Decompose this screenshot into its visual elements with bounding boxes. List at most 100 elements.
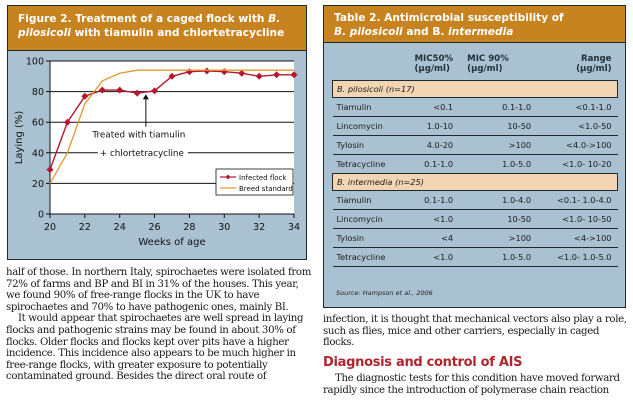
legend-label: Infected flock xyxy=(239,174,287,182)
table-row: Tetracycline <1.0 1.0-5.0 <1.0- 1.0-5.0 xyxy=(332,247,618,267)
table-row: Tylosin <4 >100 <4->100 xyxy=(332,228,618,248)
table-row: Lincomycin 1.0-10 10-50 <1.0-50 xyxy=(332,116,618,136)
text-column-left: half of those. In northern Italy, spiroc… xyxy=(6,267,311,383)
table-header-row: MIC50% (µg/ml) MIC 90% (µg/ml) Range (µg/ml… xyxy=(333,54,618,81)
table-title-species-b: intermedia xyxy=(448,26,514,38)
y-tick-label: 0 xyxy=(38,210,44,221)
data-point-diamond-icon xyxy=(63,118,71,126)
y-tick-label: 80 xyxy=(32,87,44,98)
table-row: Tetracycline 0.1-1.0 1.0-5.0 <1.0- 10-20 xyxy=(332,154,618,174)
figure-title-text: Figure 2. Treatment of a caged flock wit… xyxy=(18,13,269,25)
header-mic50: MIC50% (µg/ml) xyxy=(414,54,454,74)
mic90-value: >100 xyxy=(453,135,532,155)
annotation-bg xyxy=(97,145,188,157)
mic50-value: <4 xyxy=(406,228,454,248)
data-point-diamond-icon xyxy=(46,166,54,174)
paragraph: half of those. In northern Italy, spiroc… xyxy=(6,267,312,313)
header-mic90: MIC 90% (µg/ml) xyxy=(467,54,509,74)
mic50-value: 4.0-20 xyxy=(406,135,454,155)
drug-name: Tylosin xyxy=(332,228,407,248)
drug-name: Tylosin xyxy=(332,135,407,155)
table-row: Tiamulin 0.1-1.0 1.0-4.0 <0.1- 1.0-4.0 xyxy=(332,190,618,210)
table-group-row: B. intermedia (n=25) xyxy=(332,173,618,191)
data-point-diamond-icon xyxy=(255,72,263,80)
drug-name: Lincomycin xyxy=(332,116,407,136)
mic90-value: >100 xyxy=(453,228,532,248)
mic90-value: 1.0-5.0 xyxy=(453,154,532,174)
mic90-value: 1.0-5.0 xyxy=(453,247,532,267)
legend-label: Breed standard xyxy=(239,185,293,193)
y-tick-label: 100 xyxy=(26,57,44,68)
x-tick-label: 32 xyxy=(253,222,265,233)
data-point-diamond-icon xyxy=(98,86,106,94)
section-heading: Diagnosis and control of AIS xyxy=(323,354,523,370)
data-point-diamond-icon xyxy=(238,69,246,77)
data-point-diamond-icon xyxy=(133,89,141,97)
mic50-value: 1.0-10 xyxy=(406,116,454,136)
series-line-breed-standard xyxy=(49,69,294,184)
range-value: <1.0- 10-50 xyxy=(531,209,618,229)
drug-name: Tiamulin xyxy=(332,97,407,117)
table-source: Source: Hampson et al., 2006 xyxy=(336,289,433,297)
range-value: <4.0->100 xyxy=(531,135,618,155)
annotation-text: Treated with tiamulin xyxy=(91,131,185,141)
mic90-value: 0.1-1.0 xyxy=(453,97,532,117)
range-value: <0.1- 1.0-4.0 xyxy=(531,190,618,210)
header-range: Range (µg/ml) xyxy=(576,54,612,74)
table-title: Table 2. Antimicrobial susceptibility of… xyxy=(324,6,625,43)
drug-name: Tiamulin xyxy=(332,190,407,210)
x-tick-label: 20 xyxy=(44,222,56,233)
drug-name: Lincomycin xyxy=(332,209,407,229)
x-tick-label: 24 xyxy=(114,222,126,233)
mic50-value: 0.1-1.0 xyxy=(406,190,454,210)
x-tick-label: 28 xyxy=(183,222,195,233)
range-value: <1.0- 10-20 xyxy=(531,154,618,174)
figure-title-species: pilosicoli xyxy=(18,27,71,39)
text-column-right: infection, it is thought that mechanical… xyxy=(323,314,628,397)
data-point-diamond-icon xyxy=(273,71,281,79)
y-tick-label: 60 xyxy=(32,118,44,129)
x-tick-label: 34 xyxy=(288,222,300,233)
header-blank xyxy=(333,54,407,81)
paragraph: It would appear that spirochaetes are we… xyxy=(6,313,304,383)
mic90-value: 10-50 xyxy=(453,209,532,229)
group-label: B. pilosicoli (n=17) xyxy=(332,80,618,98)
table-row: Tylosin 4.0-20 >100 <4.0->100 xyxy=(332,135,618,155)
drug-name: Tetracycline xyxy=(332,154,407,174)
annotation-text: + chlortetracycline xyxy=(100,149,184,159)
figure-title: Figure 2. Treatment of a caged flock wit… xyxy=(8,6,306,51)
mic90-value: 1.0-4.0 xyxy=(453,190,532,210)
table-title-species-a: B. pilosicoli xyxy=(334,26,403,38)
y-tick-label: 40 xyxy=(32,148,44,159)
data-point-diamond-icon xyxy=(151,87,159,95)
table-panel: Table 2. Antimicrobial susceptibility of… xyxy=(323,5,626,308)
legend-marker-icon xyxy=(225,174,231,180)
table-title-line1: Table 2. Antimicrobial susceptibility of xyxy=(334,12,564,24)
legend-box xyxy=(215,168,294,196)
arrow-head-icon xyxy=(142,94,149,100)
group-label: B. intermedia (n=25) xyxy=(332,173,618,191)
x-tick-label: 22 xyxy=(79,222,91,233)
data-point-diamond-icon xyxy=(168,72,176,80)
figure-panel: Figure 2. Treatment of a caged flock wit… xyxy=(7,5,307,260)
table-row: Tiamulin <0.1 0.1-1.0 <0.1-1.0 xyxy=(332,97,618,117)
paragraph: The diagnostic tests for this condition … xyxy=(323,373,620,396)
data-point-diamond-icon xyxy=(290,71,298,79)
y-tick-label: 20 xyxy=(32,179,44,190)
x-tick-label: 30 xyxy=(218,222,230,233)
mic90-value: 10-50 xyxy=(453,116,532,136)
x-axis-label: Weeks of age xyxy=(138,237,205,248)
paragraph: infection, it is thought that mechanical… xyxy=(323,314,627,349)
range-value: <0.1-1.0 xyxy=(531,97,618,117)
mic50-value: <1.0 xyxy=(406,209,454,229)
figure-title-italic: B. xyxy=(268,13,281,25)
data-point-diamond-icon xyxy=(81,92,89,100)
y-axis-label: Laying (%) xyxy=(14,111,25,165)
data-point-diamond-icon xyxy=(116,86,124,94)
range-value: <1.0-50 xyxy=(531,116,618,136)
x-tick-label: 26 xyxy=(149,222,161,233)
table-group-row: B. pilosicoli (n=17) xyxy=(332,80,618,98)
table-row: Lincomycin <1.0 10-50 <1.0- 10-50 xyxy=(332,209,618,229)
data-point-diamond-icon xyxy=(203,67,211,75)
